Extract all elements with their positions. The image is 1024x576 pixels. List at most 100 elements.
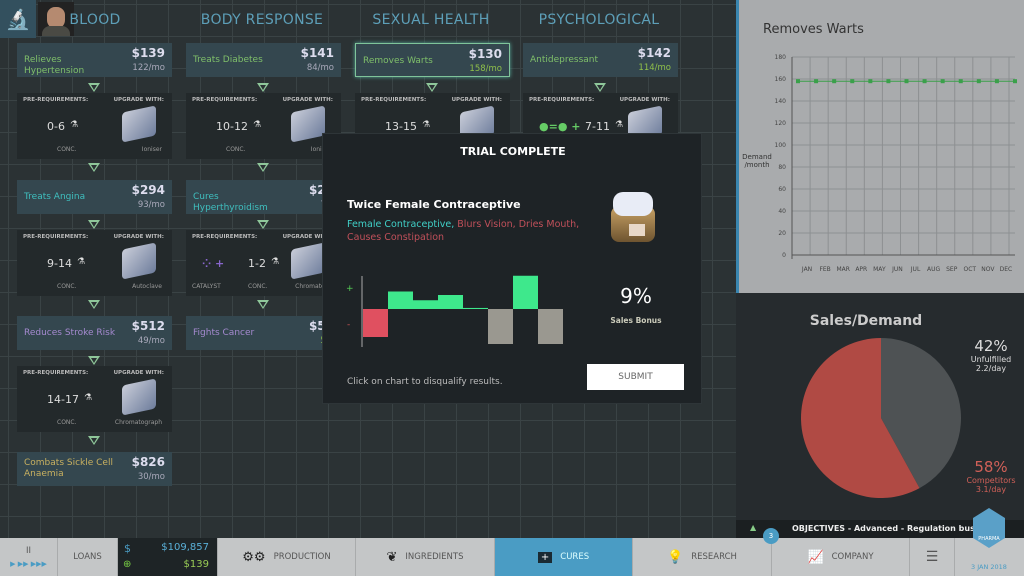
competitors-legend: 58% Competitors 3.1/day	[961, 458, 1021, 494]
unfulfilled-percent: 42%	[974, 337, 1008, 355]
research-tab[interactable]: 💡 RESEARCH 3	[633, 528, 779, 576]
data-point	[814, 79, 819, 84]
unfulfilled-legend: 42% Unfulfilled 2.2/day	[966, 337, 1016, 373]
pre-requirements-label: PRE-REQUIREMENTS:	[529, 97, 595, 103]
chart-icon: 📈	[807, 549, 824, 565]
competitors-label: Competitors	[966, 476, 1016, 485]
conc-label: CONC.	[226, 146, 246, 153]
cure-card[interactable]: Treats Angina $294 93/mo	[17, 180, 172, 214]
upgrade-with-label: UPGRADE WITH:	[113, 234, 164, 240]
sales-bonus-value: 9%	[620, 284, 652, 308]
column-blood: BLOOD	[69, 12, 121, 28]
cure-demand: 93/mo	[137, 200, 165, 210]
competitors-percent: 58%	[974, 458, 1008, 476]
production-label: PRODUCTION	[273, 552, 331, 562]
cure-price: $141	[300, 46, 334, 60]
cure-demand: 114/mo	[638, 63, 671, 73]
company-tab[interactable]: 📈 COMPANY	[772, 538, 910, 576]
pie-slice-competitors	[801, 338, 920, 498]
upgrade-with-label: UPGRADE WITH:	[451, 97, 502, 103]
bottom-toolbar: II ▶ ▶▶ ▶▶▶ LOANS $ ⊕ $109,857 $139 ⚙⚙ PR…	[0, 508, 1024, 576]
research-label: RESEARCH	[691, 552, 737, 562]
trial-bar[interactable]	[388, 291, 413, 310]
research-badge: 3	[763, 528, 779, 544]
cure-price: $512	[131, 319, 165, 333]
microscope-button[interactable]: 🔬	[0, 0, 36, 38]
cure-card[interactable]: Combats Sickle Cell Anaemia $826 30/mo	[17, 452, 172, 486]
cure-card[interactable]: Fights Cancer$5954/	[186, 316, 341, 350]
data-point	[886, 79, 891, 84]
pre-requirements-label: PRE-REQUIREMENTS:	[361, 97, 427, 103]
pre-requirements-label: PRE-REQUIREMENTS:	[23, 97, 89, 103]
trial-results-chart[interactable]	[361, 274, 576, 349]
concentration-range: 13-15	[385, 120, 417, 133]
plus-label: +	[346, 284, 354, 294]
concentration-range: 7-11	[585, 120, 610, 133]
flask-icon: ⚗	[77, 257, 86, 267]
cure-name: Antidepressant	[530, 55, 599, 65]
cure-card[interactable]: Reduces Stroke Risk $512 49/mo	[17, 316, 172, 350]
machine-icon	[122, 242, 156, 280]
cure-card[interactable]: Cures Hyperthyroidism$2972/	[186, 180, 341, 214]
cure-price: $130	[468, 47, 502, 61]
data-point	[868, 79, 873, 84]
trial-bar[interactable]	[538, 309, 563, 344]
cure-card[interactable]: Removes Warts $130 158/mo	[355, 43, 510, 77]
trial-bar[interactable]	[463, 307, 488, 309]
y-tick-label: 140	[775, 98, 787, 105]
conc-label: CONC.	[248, 283, 268, 290]
trial-bar[interactable]	[513, 275, 538, 309]
lightbulb-icon: 💡	[667, 549, 684, 565]
cure-demand: 49/mo	[137, 336, 165, 346]
flask-icon: ⚗	[271, 257, 280, 267]
pie-title: Sales/Demand	[809, 313, 923, 329]
machine-name: Ioniser	[141, 146, 162, 153]
machine-name: Ioniser	[310, 146, 331, 153]
cure-card[interactable]: Antidepressant $142 114/mo	[523, 43, 678, 77]
pause-button[interactable]: II	[25, 546, 31, 556]
down-arrow-icon	[88, 163, 100, 172]
menu-button[interactable]: ☰	[910, 538, 955, 576]
machine-name: Chromatogr	[295, 283, 331, 290]
effect-bad: Blurs Vision, Dries Mouth, Causes Consti…	[347, 219, 580, 243]
concentration-range: 0-6	[47, 120, 65, 133]
cure-card[interactable]: Relieves Hypertension $139 122/mo	[17, 43, 172, 77]
down-arrow-icon	[88, 300, 100, 309]
demand-panel: Removes Warts Demand /month 0 20 40 60 80 100…	[736, 0, 1024, 293]
dialog-hint: Click on chart to disqualify results.	[347, 377, 503, 387]
catalyst-icon: ●=● +	[539, 120, 581, 133]
company-label: COMPANY	[831, 552, 874, 562]
cross-icon: +	[537, 551, 553, 563]
x-tick-label: MAR	[836, 266, 849, 273]
submit-button[interactable]: SUBMIT	[587, 364, 684, 390]
big-pharma-logo: PHARMA	[973, 508, 1005, 548]
production-tab[interactable]: ⚙⚙ PRODUCTION	[218, 538, 356, 576]
drug-effects: Female Contraceptive, Blurs Vision, Drie…	[347, 218, 587, 244]
leaf-icon: ❦	[386, 549, 398, 565]
cure-price: $826	[131, 455, 165, 469]
dollar-icon: $	[124, 542, 131, 555]
objectives-text: OBJECTIVES - Advanced - Regulation busin…	[792, 524, 999, 533]
prerequisite-box: PRE-REQUIREMENTS: UPGRADE WITH: 1-2 ⚗ CONC. ⁘…	[186, 230, 341, 296]
loans-button[interactable]: LOANS	[58, 538, 118, 576]
money-balance: $109,857	[161, 542, 209, 553]
cures-tab[interactable]: + CURES	[495, 538, 633, 576]
down-arrow-icon	[257, 300, 269, 309]
cure-demand: 84/mo	[306, 63, 334, 73]
dialog-title: TRIAL COMPLETE	[460, 145, 566, 158]
avatar[interactable]	[38, 2, 74, 36]
cure-name: Cures Hyperthyroidism	[193, 192, 268, 213]
trial-bar[interactable]	[413, 300, 438, 309]
cure-name: Removes Warts	[363, 56, 433, 66]
competitors-rate: 3.1/day	[975, 485, 1007, 494]
play-speed-buttons[interactable]: ▶ ▶▶ ▶▶▶	[10, 560, 47, 568]
ingredients-tab[interactable]: ❦ INGREDIENTS	[356, 538, 495, 576]
concentration-range: 1-2	[248, 257, 266, 270]
objectives-bar[interactable]: ▲ OBJECTIVES - Advanced - Regulation bus…	[736, 520, 1024, 538]
trial-bar[interactable]	[363, 309, 388, 337]
trial-bar[interactable]	[488, 309, 513, 344]
cure-card[interactable]: Treats Diabetes $141 84/mo	[186, 43, 341, 77]
data-point	[1013, 79, 1017, 84]
trial-bar[interactable]	[438, 295, 463, 309]
effect-good: Female Contraceptive,	[347, 219, 455, 230]
